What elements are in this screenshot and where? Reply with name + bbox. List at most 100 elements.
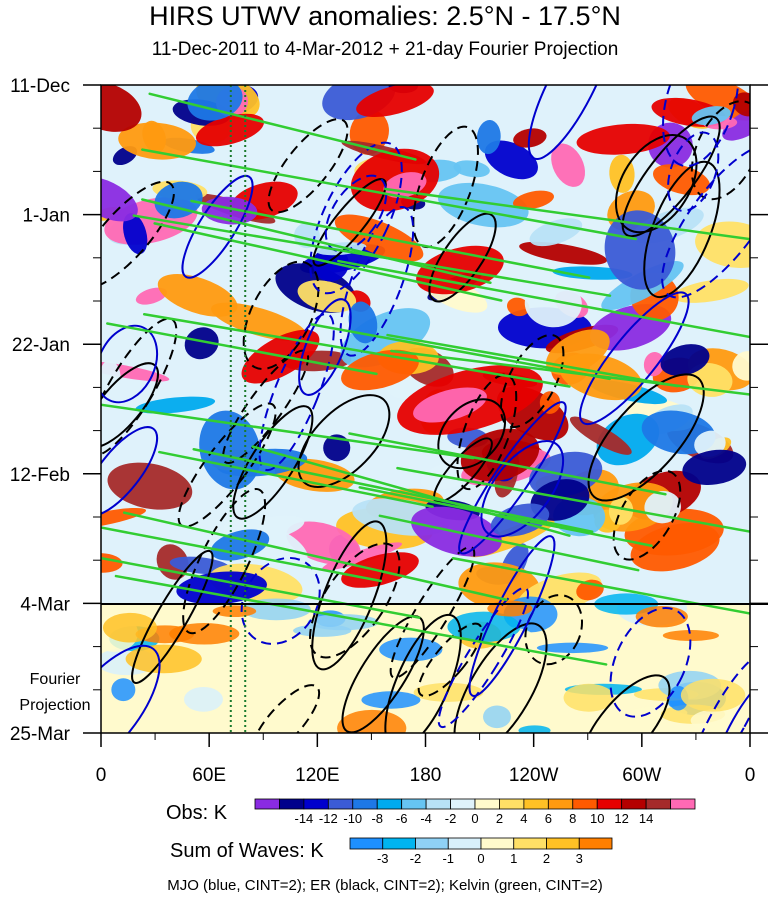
kelvin-contour [106, 322, 378, 376]
mjo-contour [480, 440, 565, 538]
er-contour [312, 178, 387, 267]
projection-patch [680, 678, 746, 712]
projection-patch [413, 682, 484, 702]
field-patch [529, 218, 583, 247]
colorbar-swatch [547, 798, 574, 810]
x-tick-label: 0 [745, 765, 756, 786]
obs-colorbar-label: -8 [371, 811, 383, 826]
field-patch [507, 297, 530, 317]
kelvin-contour [101, 556, 421, 619]
kelvin-contour [310, 323, 611, 381]
mjo-contour [101, 644, 161, 733]
er-contour [614, 133, 698, 234]
colorbar-swatch [596, 798, 623, 810]
colorbar-swatch [670, 798, 696, 810]
colorbar-swatch [621, 798, 647, 810]
mjo-contour [101, 426, 159, 517]
er-contour [417, 622, 483, 698]
er-contour [580, 674, 671, 733]
field-patch [101, 361, 170, 382]
mjo-contour [468, 535, 556, 697]
projection-label-line1: Fourier [30, 671, 81, 688]
x-axis: 0 60E 120E 180 120W 60W 0 [96, 733, 756, 786]
mjo-contour [258, 312, 335, 472]
er-contour [612, 469, 682, 561]
mjo-contour [339, 206, 415, 357]
waves-colorbar-label: -1 [442, 851, 454, 866]
mjo-contour [458, 401, 567, 555]
kelvin-contour [190, 199, 591, 279]
colorbar-swatch [327, 798, 354, 810]
projection-patch [536, 642, 609, 654]
mjo-contour [609, 606, 692, 718]
field-patch [142, 120, 166, 153]
mjo-contour [688, 653, 750, 733]
kelvin-contour [386, 333, 679, 388]
y-tick-label: 22-Jan [12, 335, 70, 356]
waves-colorbar-label: -2 [410, 851, 422, 866]
projection-patch [169, 623, 240, 645]
y-tick-label: 25-Mar [10, 724, 71, 745]
er-contour [232, 405, 314, 520]
field-patch [660, 344, 710, 376]
field-patch [732, 351, 750, 381]
field-patch [187, 85, 243, 121]
colorbar-swatch [546, 837, 580, 850]
kelvin-contour [148, 92, 417, 161]
obs-colorbar-label: 14 [639, 811, 653, 826]
y-tick-label: 1-Jan [22, 206, 70, 227]
projection-patch [563, 683, 615, 712]
field-patch [135, 396, 216, 414]
field-patch [453, 160, 490, 178]
y-tick-label: 4-Mar [20, 594, 70, 615]
contour-legend-note: MJO (blue, CINT=2); ER (black, CINT=2); … [167, 877, 603, 894]
field-patch [732, 92, 750, 117]
kelvin-contour [132, 214, 612, 297]
projection-patch [518, 725, 551, 733]
kelvin-contour [384, 187, 750, 241]
projection-patch [307, 614, 379, 631]
waves-colorbar-label: -3 [377, 851, 389, 866]
colorbar-swatch [450, 798, 476, 810]
er-contour [499, 333, 565, 429]
colorbar-swatch [352, 798, 378, 810]
kelvin-contour [378, 514, 640, 572]
projection-patch [483, 705, 511, 729]
waves-colorbar-label: 0 [477, 851, 484, 866]
field-patch [123, 213, 148, 255]
colorbar-swatch [425, 798, 451, 810]
field-patch [184, 327, 219, 360]
kelvin-contour [192, 447, 594, 533]
obs-colorbar-label: 4 [520, 811, 527, 826]
projection-patch [183, 686, 223, 712]
kelvin-contour [251, 445, 571, 537]
field-patch [539, 391, 561, 414]
obs-colorbar-label: -12 [319, 811, 338, 826]
kelvin-contour [114, 574, 608, 666]
colorbar-swatch [447, 837, 482, 850]
colorbar-swatch [480, 837, 515, 850]
kelvin-contour [358, 486, 653, 547]
kelvin-contour [158, 450, 434, 508]
mjo-contour [662, 85, 740, 167]
colorbar-swatch [415, 837, 449, 850]
er-contour [587, 373, 705, 502]
obs-colorbar-label: -10 [343, 811, 362, 826]
obs-colorbar-label: 2 [496, 811, 503, 826]
projection-patch [337, 709, 407, 733]
field-patch [576, 123, 670, 155]
field-patch [682, 449, 747, 485]
field-patch [107, 462, 193, 510]
mjo-contour [181, 174, 254, 279]
waves-colorbar: -3 -2 -1 0 1 2 3 [349, 837, 613, 866]
colorbar-swatch [376, 798, 403, 810]
mjo-contour [667, 131, 720, 212]
field-patch [569, 416, 632, 455]
kelvin-contour [101, 526, 383, 583]
projection-label-line2: Projection [19, 697, 90, 714]
projection-patch [662, 630, 719, 641]
field-patch [210, 529, 270, 561]
colorbar-swatch [254, 798, 280, 810]
field-patch [551, 143, 586, 187]
projection-field [101, 591, 750, 733]
